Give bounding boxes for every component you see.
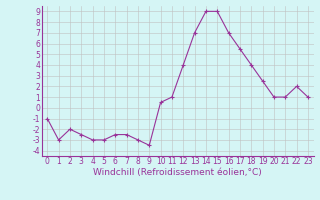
X-axis label: Windchill (Refroidissement éolien,°C): Windchill (Refroidissement éolien,°C) [93, 168, 262, 177]
